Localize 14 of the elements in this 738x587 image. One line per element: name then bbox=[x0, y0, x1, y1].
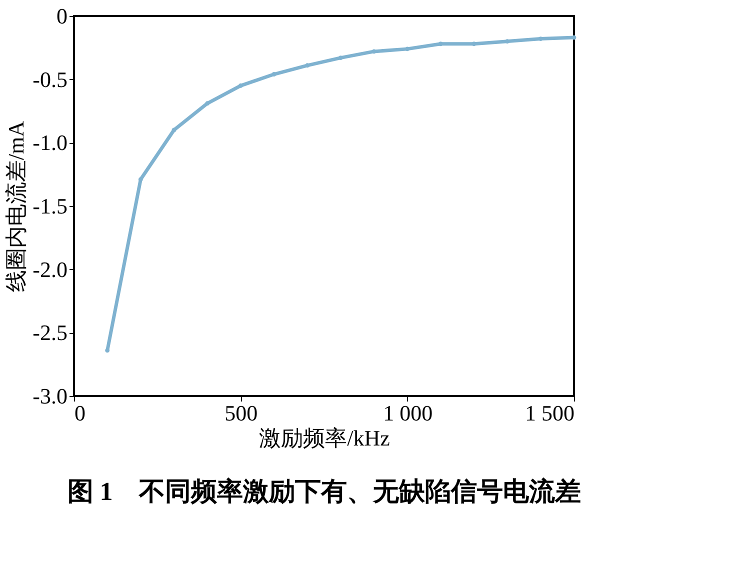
x-tick-label: 500 bbox=[224, 400, 258, 426]
y-tick-label: -1.0 bbox=[32, 130, 68, 156]
y-tick-label: -2.0 bbox=[32, 256, 68, 282]
y-tick-label: 0 bbox=[56, 4, 68, 28]
x-tick-label: 0 bbox=[74, 400, 86, 426]
y-tick-label: -1.5 bbox=[32, 194, 68, 218]
x-tick-label: 1 500 bbox=[525, 400, 574, 426]
y-tick-label: -2.5 bbox=[32, 320, 68, 346]
x-axis-title: 激励频率/kHz bbox=[259, 426, 390, 450]
y-tick-label: -3.0 bbox=[32, 384, 68, 408]
text: 图 1 不同频率激励下有、无缺陷信号电流差 bbox=[67, 477, 581, 506]
y-axis-title: 线圈内电流差/mA bbox=[4, 120, 29, 292]
x-tick-label: 1 000 bbox=[383, 400, 433, 426]
y-tick-label: -0.5 bbox=[32, 66, 68, 92]
